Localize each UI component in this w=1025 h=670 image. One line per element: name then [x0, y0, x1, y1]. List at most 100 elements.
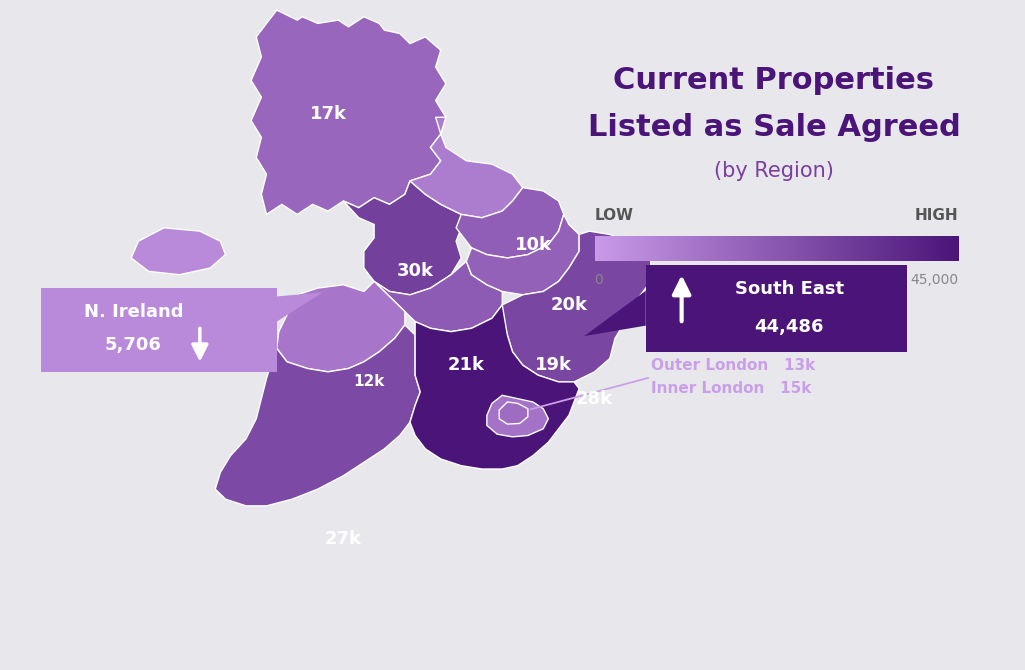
Bar: [723, 236, 726, 261]
Bar: [782, 236, 785, 261]
Bar: [788, 236, 791, 261]
Bar: [607, 236, 609, 261]
Bar: [880, 236, 883, 261]
Bar: [827, 236, 829, 261]
Bar: [648, 236, 650, 261]
Bar: [887, 236, 889, 261]
Bar: [766, 236, 768, 261]
Bar: [944, 236, 946, 261]
Text: Outer London   13k: Outer London 13k: [651, 358, 815, 373]
Bar: [757, 236, 760, 261]
Bar: [597, 236, 600, 261]
Bar: [745, 236, 747, 261]
Bar: [897, 236, 899, 261]
Bar: [734, 236, 736, 261]
Bar: [793, 236, 795, 261]
Bar: [917, 236, 919, 261]
Bar: [911, 236, 913, 261]
Bar: [849, 236, 852, 261]
Bar: [931, 236, 933, 261]
Bar: [658, 236, 660, 261]
Bar: [832, 236, 834, 261]
Bar: [687, 236, 689, 261]
Bar: [938, 236, 940, 261]
Bar: [742, 236, 745, 261]
Bar: [626, 236, 628, 261]
Bar: [927, 236, 929, 261]
Bar: [853, 236, 855, 261]
Bar: [763, 236, 766, 261]
Bar: [612, 236, 614, 261]
Bar: [784, 236, 786, 261]
Bar: [777, 236, 779, 261]
Bar: [947, 236, 950, 261]
Bar: [771, 236, 773, 261]
Bar: [940, 236, 942, 261]
Bar: [854, 236, 856, 261]
Bar: [668, 236, 670, 261]
Bar: [924, 236, 926, 261]
Bar: [785, 236, 787, 261]
Bar: [662, 236, 664, 261]
Text: South East: South East: [735, 280, 844, 298]
Bar: [898, 236, 900, 261]
Bar: [731, 236, 733, 261]
Bar: [933, 236, 935, 261]
Bar: [941, 236, 944, 261]
Bar: [753, 236, 755, 261]
Bar: [767, 236, 769, 261]
Bar: [811, 236, 813, 261]
Bar: [681, 236, 683, 261]
Bar: [690, 236, 693, 261]
Text: Listed as Sale Agreed: Listed as Sale Agreed: [587, 113, 960, 142]
Bar: [696, 236, 699, 261]
Bar: [694, 236, 696, 261]
Bar: [891, 236, 893, 261]
Polygon shape: [374, 261, 502, 332]
Bar: [669, 236, 672, 261]
Bar: [609, 236, 611, 261]
Bar: [952, 236, 954, 261]
Bar: [641, 236, 643, 261]
Bar: [798, 236, 801, 261]
Bar: [906, 236, 908, 261]
Bar: [825, 236, 827, 261]
Bar: [920, 236, 922, 261]
Bar: [741, 236, 743, 261]
Bar: [884, 236, 886, 261]
Bar: [867, 236, 869, 261]
Polygon shape: [277, 281, 405, 372]
Bar: [821, 236, 823, 261]
Bar: [824, 236, 826, 261]
Bar: [830, 236, 832, 261]
Bar: [617, 236, 620, 261]
Bar: [746, 236, 748, 261]
Bar: [682, 236, 684, 261]
FancyBboxPatch shape: [41, 288, 277, 372]
Bar: [738, 236, 740, 261]
Bar: [666, 236, 668, 261]
Bar: [636, 236, 638, 261]
Bar: [673, 236, 675, 261]
Bar: [755, 236, 758, 261]
Bar: [890, 236, 892, 261]
Bar: [943, 236, 945, 261]
Bar: [613, 236, 615, 261]
Bar: [762, 236, 764, 261]
Text: N. Ireland: N. Ireland: [83, 303, 183, 320]
Bar: [807, 236, 809, 261]
Bar: [899, 236, 901, 261]
Bar: [833, 236, 835, 261]
Bar: [804, 236, 806, 261]
Polygon shape: [584, 291, 646, 336]
Bar: [900, 236, 902, 261]
Text: 19k: 19k: [535, 356, 572, 374]
Bar: [732, 236, 734, 261]
Bar: [751, 236, 753, 261]
Bar: [878, 236, 880, 261]
Bar: [809, 236, 812, 261]
Bar: [688, 236, 690, 261]
Bar: [627, 236, 629, 261]
Bar: [719, 236, 721, 261]
Bar: [888, 236, 891, 261]
